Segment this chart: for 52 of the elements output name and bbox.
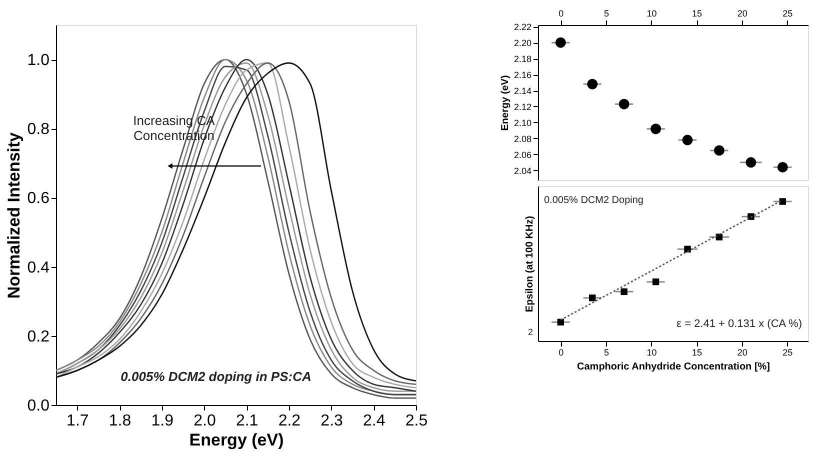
x-tick-label: 20 (737, 348, 748, 358)
x2-tick-label: 25 (782, 8, 793, 18)
point (652, 278, 660, 286)
y-tick-label: 0.4 (27, 259, 50, 276)
y-tick-label: 2.10 (514, 118, 532, 128)
y-tick-label: 2.20 (514, 38, 532, 48)
y-tick-label: 0.6 (27, 190, 50, 208)
y-tick-label: 2.04 (514, 166, 532, 176)
x-tick-label: 10 (646, 348, 657, 358)
point (620, 288, 628, 296)
x-tick-label: 2.1 (236, 412, 258, 430)
x-tick-label: 15 (692, 348, 702, 358)
x-tick-label: 25 (782, 348, 793, 358)
point (589, 294, 596, 302)
y-tick-label: 1.0 (27, 52, 50, 70)
x2-tick-label: 20 (737, 8, 748, 18)
y-axis-title: Epsilon (at 100 KHz) (524, 216, 536, 312)
annotation: ε = 2.41 + 0.131 x (CA %) (676, 318, 802, 330)
point (779, 198, 786, 205)
x-tick-label: 0 (558, 8, 564, 18)
annotation: 0.005% DCM2 Doping (544, 195, 644, 206)
x-tick-label: 2.0 (194, 412, 216, 430)
text: 2 (528, 327, 533, 337)
x-tick-label: 2.5 (405, 412, 428, 430)
x-tick-label: 1.7 (66, 412, 89, 430)
x-tick-label: 0 (558, 348, 564, 358)
y-tick-label: 0.0 (27, 398, 50, 414)
x2-tick-label: 15 (692, 8, 702, 18)
x2-tick-label: 10 (646, 8, 657, 18)
x-tick-label: 2.2 (278, 412, 301, 430)
x2-tick-label: 5 (604, 8, 609, 18)
y-tick-label: 2.22 (514, 22, 532, 32)
x-axis-title: Camphoric Anhydride Concentration [%] (577, 362, 770, 372)
y-tick-label: 2.16 (514, 70, 532, 80)
y-tick-label: 0.2 (27, 328, 50, 346)
x-axis-title: Energy (eV) (189, 430, 284, 450)
y-tick-label: 2.06 (514, 150, 532, 160)
x-tick-label: 1.8 (108, 412, 132, 430)
x-tick-label: 5 (604, 348, 609, 358)
point (716, 234, 723, 240)
x-tick-label: 2.3 (320, 412, 344, 430)
y-tick-label: 2.18 (514, 54, 532, 64)
y-axis-title: Energy (eV) (500, 75, 511, 131)
y-tick-label: 2.12 (514, 102, 532, 112)
y-tick-label: 2.14 (514, 86, 532, 96)
x-tick-label: 1.9 (151, 412, 174, 430)
x-tick-label: 2.4 (363, 412, 386, 430)
y-axis-title: Normalized Intensity (4, 132, 24, 299)
y-tick-label: 2.08 (514, 134, 532, 144)
annotation: 0.005% DCM2 doping in PS:CA (120, 369, 312, 384)
point (684, 246, 691, 252)
y-tick-label: 0.8 (27, 121, 50, 138)
